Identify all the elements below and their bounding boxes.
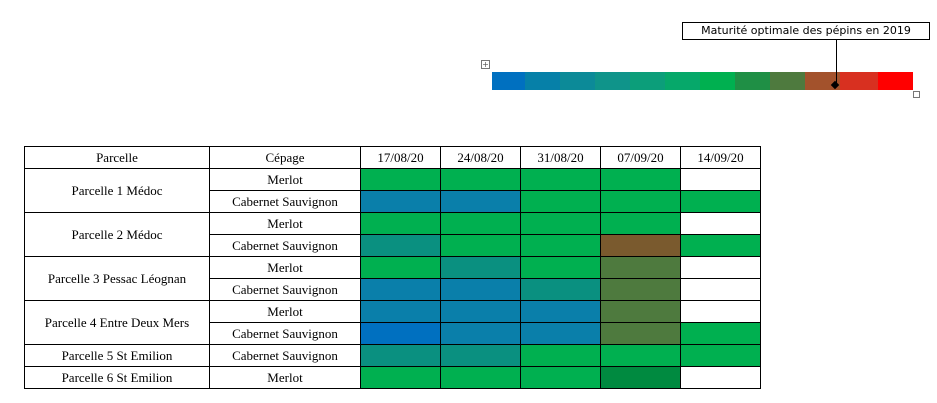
maturity-callout-label: Maturité optimale des pépins en 2019 (682, 22, 930, 40)
maturity-cell (520, 344, 601, 367)
maturity-cell (680, 300, 761, 323)
header-date: 17/08/20 (360, 146, 441, 169)
cepage-cell: Merlot (209, 168, 361, 191)
callout-pointer-line (836, 40, 837, 86)
header-date: 24/08/20 (440, 146, 521, 169)
maturity-cell (600, 190, 681, 213)
scale-segment (630, 72, 665, 90)
maturity-cell (440, 168, 521, 191)
maturity-cell (360, 212, 441, 235)
cepage-cell: Merlot (209, 300, 361, 323)
maturity-cell (520, 234, 601, 257)
scale-segment (700, 72, 735, 90)
scale-segment (770, 72, 805, 90)
maturity-cell (680, 322, 761, 345)
maturity-cell (360, 322, 441, 345)
maturity-cell (600, 366, 681, 389)
scale-segment (840, 72, 878, 90)
scale-segment (595, 72, 630, 90)
maturity-cell (600, 344, 681, 367)
maturity-cell (520, 212, 601, 235)
maturity-cell (680, 256, 761, 279)
maturity-cell (360, 278, 441, 301)
cepage-cell: Cabernet Sauvignon (209, 278, 361, 301)
maturity-cell (600, 234, 681, 257)
maturity-cell (360, 168, 441, 191)
maturity-cell (360, 234, 441, 257)
header-date: 14/09/20 (680, 146, 761, 169)
parcelle-cell: Parcelle 6 St Emilion (24, 366, 210, 389)
parcelle-cell: Parcelle 2 Médoc (24, 212, 210, 257)
maturity-cell (520, 256, 601, 279)
scale-segment (665, 72, 700, 90)
maturity-cell (600, 256, 681, 279)
maturity-cell (440, 300, 521, 323)
cepage-cell: Merlot (209, 256, 361, 279)
maturity-cell (360, 300, 441, 323)
maturity-cell (440, 366, 521, 389)
maturity-cell (520, 366, 601, 389)
table-row: Parcelle 6 St Emilion Merlot (24, 366, 761, 389)
scale-segment (735, 72, 770, 90)
header-cepage: Cépage (209, 146, 361, 169)
table-header-row: Parcelle Cépage 17/08/20 24/08/20 31/08/… (24, 146, 761, 169)
header-date: 31/08/20 (520, 146, 601, 169)
scale-segment (492, 72, 525, 90)
header-date: 07/09/20 (600, 146, 681, 169)
table-row: Parcelle 4 Entre Deux Mers Merlot (24, 300, 761, 345)
cepage-cell: Cabernet Sauvignon (209, 344, 361, 367)
resize-handle-icon[interactable] (913, 91, 920, 98)
maturity-cell (440, 322, 521, 345)
parcelle-cell: Parcelle 1 Médoc (24, 168, 210, 213)
maturity-cell (360, 256, 441, 279)
maturity-table: Parcelle Cépage 17/08/20 24/08/20 31/08/… (24, 146, 761, 389)
maturity-cell (520, 168, 601, 191)
maturity-cell (680, 212, 761, 235)
maturity-cell (680, 344, 761, 367)
maturity-cell (360, 366, 441, 389)
maturity-cell (520, 278, 601, 301)
move-handle-icon[interactable]: + (481, 60, 490, 69)
table-row: Parcelle 5 St Emilion Cabernet Sauvignon (24, 344, 761, 367)
maturity-cell (600, 168, 681, 191)
parcelle-cell: Parcelle 3 Pessac Léognan (24, 256, 210, 301)
maturity-cell (600, 278, 681, 301)
color-scale (492, 72, 913, 90)
table-row: Parcelle 2 Médoc Merlot (24, 212, 761, 257)
table-row: Parcelle 1 Médoc Merlot (24, 168, 761, 213)
maturity-cell (680, 278, 761, 301)
maturity-cell (680, 234, 761, 257)
table-row: Cabernet Sauvignon (25, 322, 761, 345)
maturity-cell (680, 190, 761, 213)
maturity-cell (520, 300, 601, 323)
parcelle-cell: Parcelle 4 Entre Deux Mers (24, 300, 210, 345)
maturity-cell (440, 234, 521, 257)
maturity-cell (600, 300, 681, 323)
maturity-cell (440, 256, 521, 279)
maturity-cell (520, 322, 601, 345)
table-body: Parcelle 1 Médoc Merlot Cabernet Sauvignon… (24, 168, 761, 389)
maturity-cell (440, 344, 521, 367)
maturity-cell (680, 366, 761, 389)
cepage-cell: Merlot (209, 366, 361, 389)
maturity-cell (680, 168, 761, 191)
maturity-cell (600, 212, 681, 235)
cepage-cell: Cabernet Sauvignon (209, 322, 361, 345)
maturity-cell (440, 212, 521, 235)
maturity-cell (520, 190, 601, 213)
maturity-cell (600, 322, 681, 345)
cepage-cell: Cabernet Sauvignon (209, 190, 361, 213)
parcelle-cell: Parcelle 5 St Emilion (24, 344, 210, 367)
maturity-cell (440, 190, 521, 213)
scale-segment (878, 72, 913, 90)
header-parcelle: Parcelle (24, 146, 210, 169)
maturity-cell (360, 344, 441, 367)
maturity-cell (440, 278, 521, 301)
maturity-cell (360, 190, 441, 213)
table-row: Parcelle 3 Pessac Léognan Merlot (24, 256, 761, 301)
scale-segment (560, 72, 595, 90)
cepage-cell: Merlot (209, 212, 361, 235)
scale-segment (525, 72, 560, 90)
cepage-cell: Cabernet Sauvignon (209, 234, 361, 257)
